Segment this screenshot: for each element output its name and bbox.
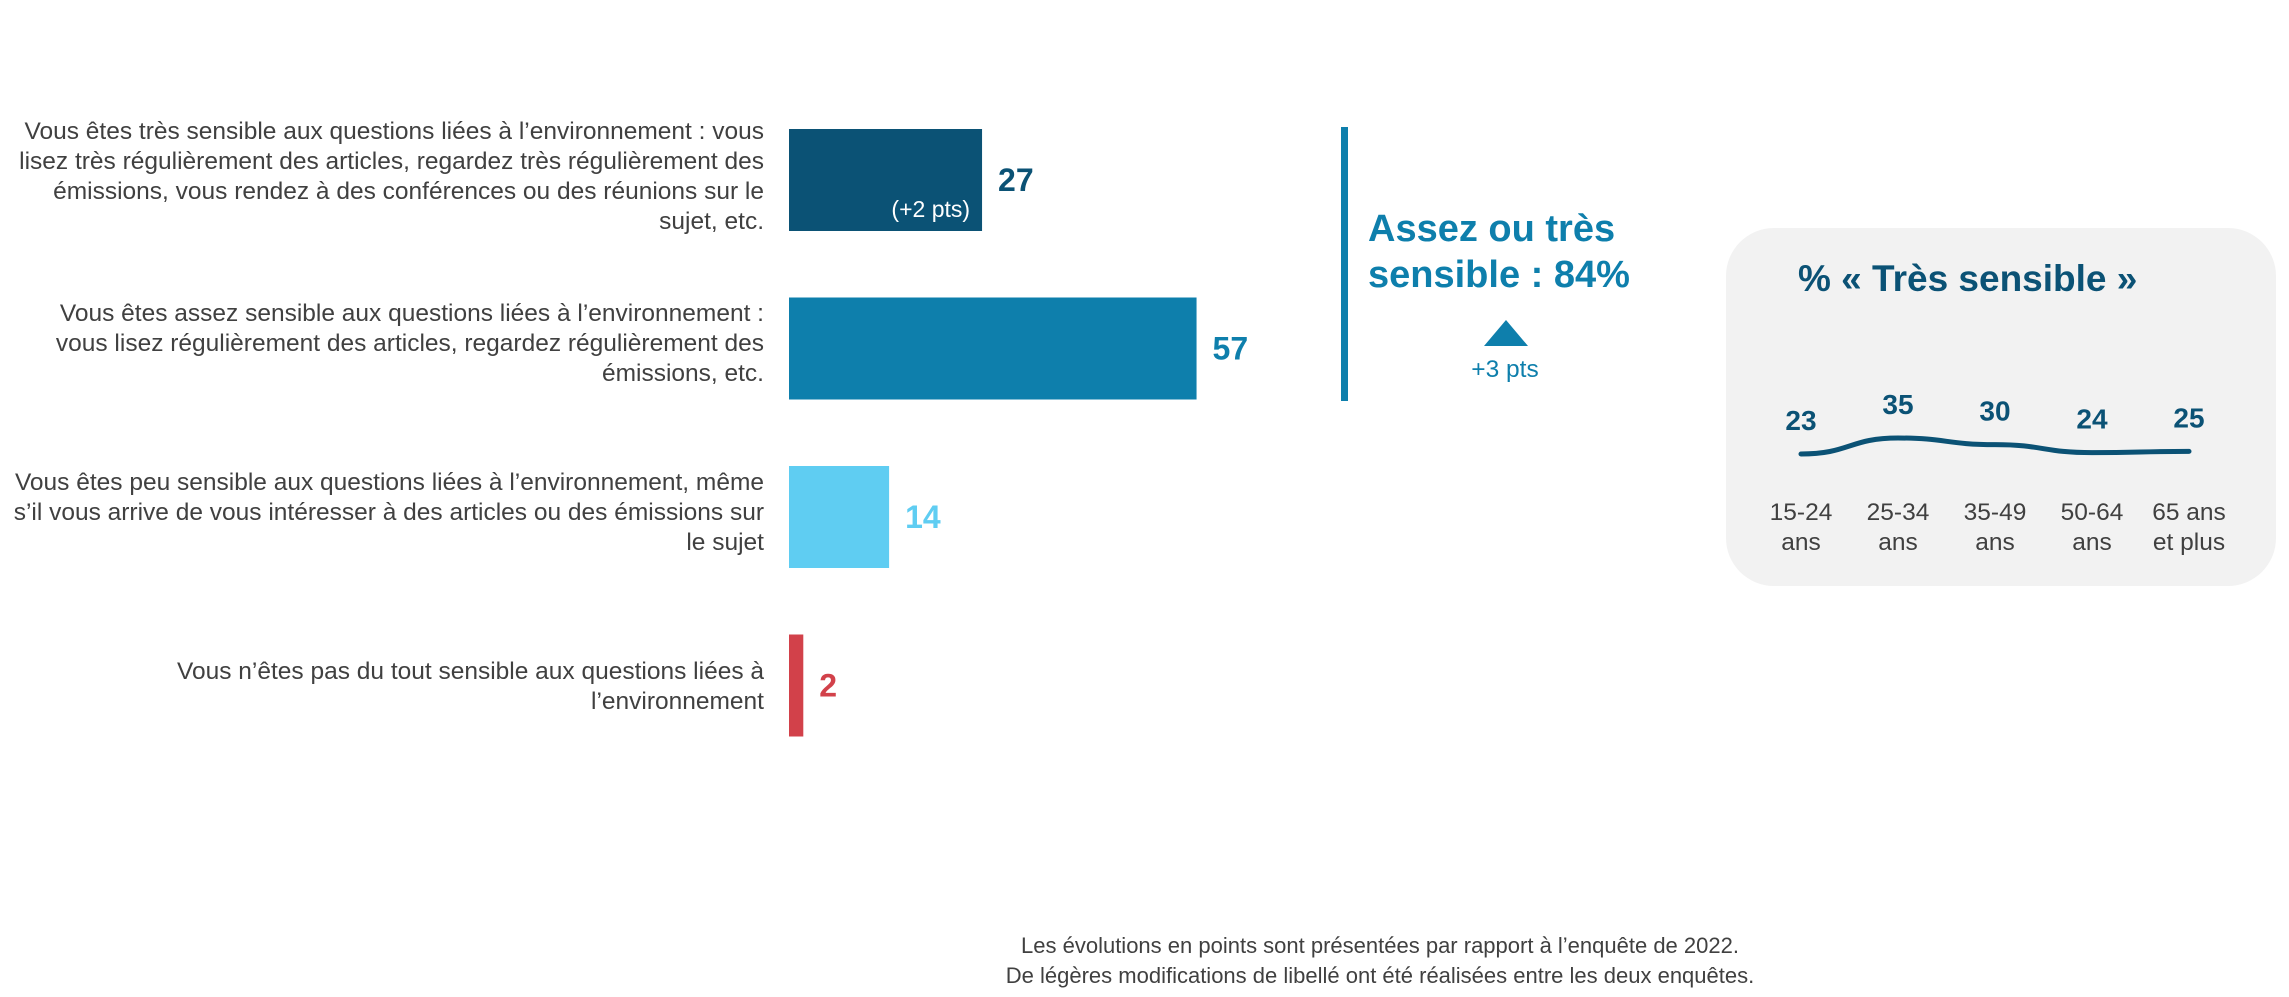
category-label-assez-sensible: Vous êtes assez sensible aux questions l…	[55, 300, 764, 387]
total-label-line2: sensible : 84%	[1368, 254, 1630, 296]
bar-value-label-3: 14	[905, 499, 941, 535]
footnote: Les évolutions en points sont présentées…	[830, 931, 1930, 991]
age-value-label-2: 35	[1882, 389, 1913, 420]
bar-value-label-2: 57	[1213, 331, 1249, 367]
bar-3	[789, 466, 890, 568]
bar-value-label-4: 2	[819, 668, 837, 704]
age-value-label-1: 23	[1785, 405, 1816, 436]
category-label-pas-du-tout-sensible: Vous n’êtes pas du tout sensible aux que…	[176, 658, 764, 715]
bar-1	[789, 129, 983, 231]
age-value-label-5: 25	[2173, 402, 2204, 433]
age-category-label-2: 25-34 ans	[1866, 499, 1930, 556]
bar-2	[789, 297, 1197, 400]
panel-title: % « Très sensible »	[1798, 258, 2138, 299]
category-label-peu-sensible: Vous êtes peu sensible aux questions lié…	[13, 469, 764, 556]
age-breakdown-panel	[1726, 228, 2276, 586]
bar-4	[789, 634, 804, 737]
category-label-tres-sensible: Vous êtes très sensible aux questions li…	[19, 118, 764, 235]
age-series-line	[1798, 435, 2192, 457]
footnote-line1: Les évolutions en points sont présentées…	[1021, 933, 1739, 958]
age-category-label-1: 15-24 ans	[1769, 499, 1833, 556]
age-category-label-4: 50-64 ans	[2060, 499, 2124, 556]
total-delta: +3 pts	[1471, 356, 1539, 383]
age-category-label-3: 35-49 ans	[1963, 499, 2027, 556]
total-label-line1: Assez ou très	[1368, 208, 1616, 250]
bar-delta-label-1: (+2 pts)	[891, 196, 970, 222]
bar-value-label-1: 27	[998, 162, 1034, 198]
age-value-label-3: 30	[1979, 396, 2010, 427]
up-arrow-icon	[1484, 320, 1528, 346]
age-category-label-5: 65 ans et plus	[2152, 499, 2226, 556]
age-value-label-4: 24	[2076, 404, 2108, 435]
total-label: Assez ou très sensible : 84%	[1368, 206, 1630, 298]
footnote-line2: De légères modifications de libellé ont …	[1005, 963, 1755, 988]
total-bracket-line	[1341, 127, 1348, 401]
